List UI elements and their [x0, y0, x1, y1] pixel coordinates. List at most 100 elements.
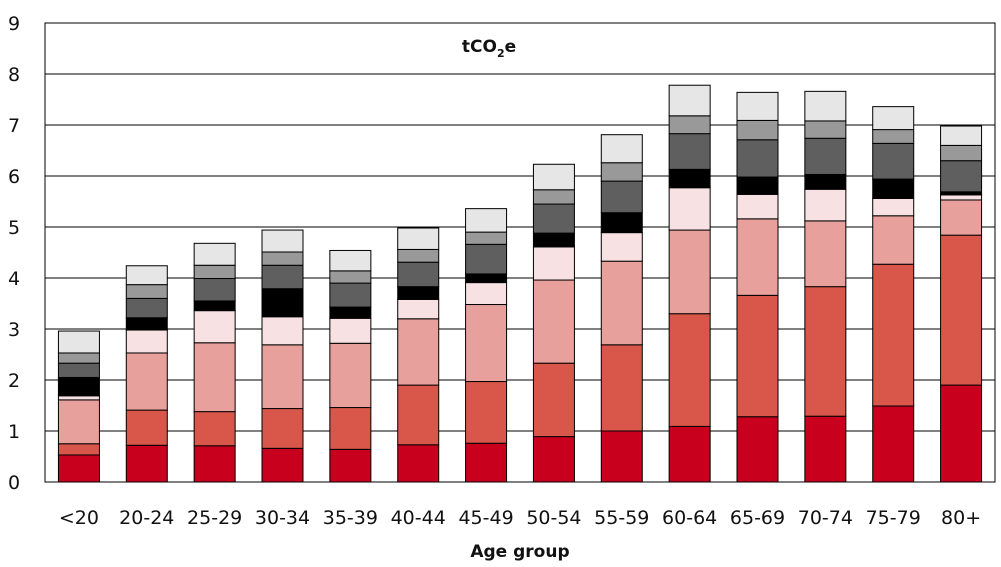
bar-segment: [532, 203, 575, 234]
bar-segment: [872, 106, 915, 131]
bar-segment: [465, 273, 508, 284]
bar-segment: [940, 160, 983, 193]
unit-label: tCO2e: [462, 37, 516, 60]
bar-segment: [804, 173, 847, 190]
bar-segment: [600, 232, 643, 262]
bar-segment: [193, 342, 236, 413]
bar-segment: [329, 448, 372, 483]
bar-segment: [329, 317, 372, 344]
y-tick-label: 7: [8, 115, 20, 137]
bar-segment: [872, 197, 915, 217]
x-tick-label: 35-39: [323, 507, 378, 529]
x-tick-label: 20-24: [119, 507, 174, 529]
bar-segment: [668, 168, 711, 189]
bar-segment: [872, 178, 915, 199]
bar-segment: [57, 362, 100, 378]
bar-segment: [600, 212, 643, 234]
bar-segment: [397, 227, 440, 250]
bar-segment: [261, 264, 304, 290]
bar-segment: [397, 444, 440, 483]
bar-segment: [736, 218, 779, 296]
bar-segment: [397, 384, 440, 446]
bar-segment: [125, 297, 168, 319]
bar-segment: [600, 180, 643, 214]
bar-segment: [600, 162, 643, 182]
bar-segment: [940, 194, 983, 201]
bar-segment: [465, 208, 508, 233]
bar-segment: [465, 231, 508, 245]
bar-segment: [193, 411, 236, 447]
y-tick-labels: 0 1 2 3 4 5 6 7 8 9: [8, 13, 20, 494]
bar-segment: [600, 260, 643, 346]
bar-segment: [125, 284, 168, 299]
bar-segment: [872, 129, 915, 144]
bar-segment: [872, 405, 915, 483]
bar-segment: [668, 187, 711, 231]
y-tick-label: 9: [8, 13, 20, 35]
bar-segment: [804, 188, 847, 222]
bars: [57, 84, 983, 483]
x-tick-labels: <20 20-24 25-29 30-34 35-39 40-44 45-49 50-54 55…: [59, 507, 981, 529]
bar-segment: [804, 120, 847, 139]
y-tick-label: 3: [8, 319, 20, 341]
bar-segment: [397, 318, 440, 386]
bar-segment: [125, 352, 168, 411]
x-tick-label: 30-34: [255, 507, 310, 529]
bar-segment: [193, 300, 236, 312]
x-tick-label: 45-49: [458, 507, 513, 529]
bar-segment: [668, 425, 711, 483]
bar-segment: [532, 232, 575, 248]
x-tick-label: 25-29: [187, 507, 242, 529]
x-tick-label: 50-54: [526, 507, 581, 529]
bar-segment: [57, 454, 100, 483]
y-tick-label: 0: [8, 472, 20, 494]
bar-segment: [329, 270, 372, 284]
bar-segment: [532, 436, 575, 483]
bar-segment: [397, 286, 440, 300]
bar-segment: [261, 229, 304, 253]
bar-segment: [872, 263, 915, 407]
bar-segment: [668, 133, 711, 170]
bar-segment: [465, 381, 508, 444]
bar-segment: [804, 220, 847, 288]
bar-segment: [532, 163, 575, 191]
x-tick-label: 55-59: [594, 507, 649, 529]
y-tick-label: 5: [8, 217, 20, 239]
x-tick-label: 70-74: [798, 507, 853, 529]
bar-segment: [736, 294, 779, 418]
bar-segment: [804, 415, 847, 483]
bar-segment: [193, 264, 236, 280]
bar-segment: [600, 134, 643, 164]
bar-segment: [736, 176, 779, 195]
bar-segment: [532, 189, 575, 205]
bar-segment: [329, 282, 372, 308]
bar-segment: [668, 84, 711, 117]
bar-segment: [261, 251, 304, 266]
bar-segment: [329, 407, 372, 450]
bar-segment: [465, 442, 508, 483]
x-axis-title: Age group: [470, 542, 569, 562]
bar-segment: [125, 317, 168, 331]
y-tick-label: 4: [8, 268, 20, 290]
bar-segment: [940, 125, 983, 146]
bar-segment: [397, 298, 440, 320]
bar-segment: [125, 409, 168, 446]
x-tick-label: 60-64: [662, 507, 717, 529]
y-tick-label: 6: [8, 166, 20, 188]
bar-segment: [57, 399, 100, 445]
y-tick-label: 1: [8, 421, 20, 443]
bar-segment: [57, 443, 100, 456]
x-tick-label: 75-79: [866, 507, 921, 529]
bar-segment: [940, 234, 983, 386]
bar-segment: [600, 344, 643, 432]
bar-segment: [532, 362, 575, 438]
bar-segment: [872, 215, 915, 265]
bar-segment: [465, 304, 508, 383]
bar-segment: [125, 265, 168, 286]
bar-segment: [329, 249, 372, 272]
bar-segment: [532, 279, 575, 364]
bar-segment: [57, 376, 100, 397]
plot-frame: [44, 22, 996, 483]
bar-segment: [261, 316, 304, 346]
bar-segment: [193, 278, 236, 302]
